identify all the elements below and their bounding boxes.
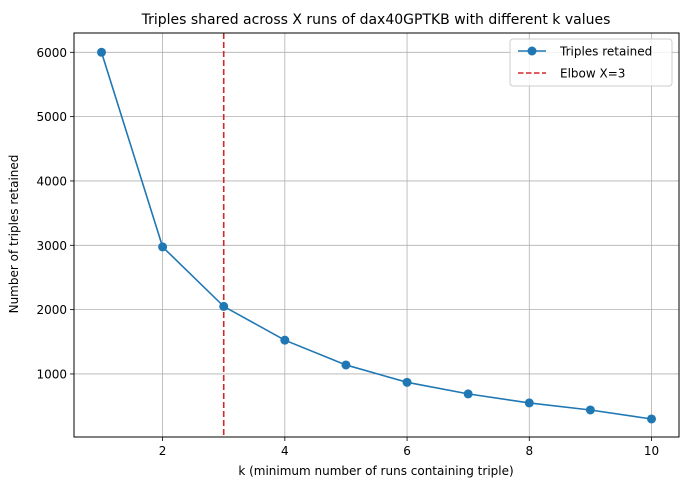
axis-ticks: 2 4 6 8 10 1000 2000 3000 4000 5000 6000 <box>36 46 659 458</box>
y-tick-label: 1000 <box>36 367 67 381</box>
legend: Triples retained Elbow X=3 <box>509 38 673 87</box>
x-tick-label: 6 <box>403 444 411 458</box>
series-line <box>100 52 652 420</box>
data-point <box>341 360 351 370</box>
series-layer <box>97 47 656 424</box>
data-point <box>158 242 168 252</box>
x-tick-label: 8 <box>525 444 533 458</box>
data-point <box>524 398 534 408</box>
y-tick-label: 2000 <box>36 303 67 317</box>
data-point <box>97 47 106 57</box>
plot-frame <box>73 32 680 438</box>
y-tick-label: 5000 <box>36 110 67 124</box>
x-tick-label: 10 <box>644 444 659 458</box>
data-point <box>280 335 290 345</box>
x-tick-label: 2 <box>159 444 167 458</box>
y-tick-label: 4000 <box>36 174 67 188</box>
legend-elbow-label: Elbow X=3 <box>560 67 625 81</box>
y-tick-label: 6000 <box>36 46 67 60</box>
data-point <box>219 301 229 311</box>
y-tick-label: 3000 <box>36 239 67 253</box>
data-point <box>463 389 473 399</box>
legend-series-marker <box>527 46 537 56</box>
data-point <box>585 405 595 415</box>
legend-box <box>509 38 673 87</box>
legend-series-label: Triples retained <box>559 45 652 59</box>
x-tick-label: 4 <box>281 444 289 458</box>
data-point <box>647 414 656 424</box>
chart-title: Triples shared across X runs of dax40GPT… <box>141 12 611 28</box>
data-point <box>402 377 412 387</box>
y-axis-label: Number of triples retained <box>7 155 21 314</box>
x-axis-label: k (minimum number of runs containing tri… <box>238 464 513 478</box>
